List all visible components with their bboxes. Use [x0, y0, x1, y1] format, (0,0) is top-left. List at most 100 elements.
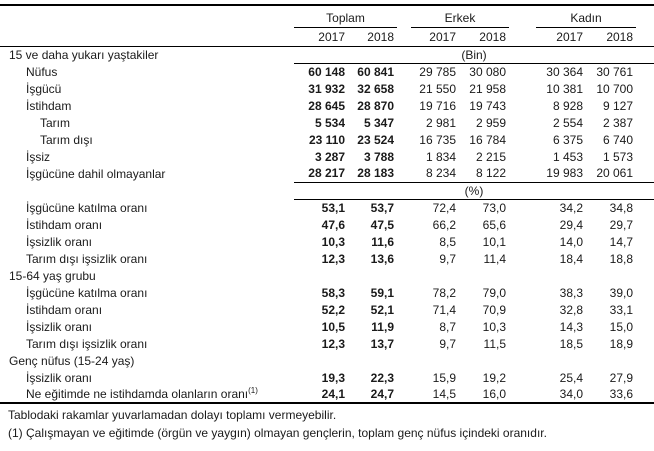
value-cell: 32,8 — [559, 302, 583, 317]
value-cell: 19,3 — [321, 370, 345, 385]
value-cell: 2 387 — [602, 115, 634, 130]
value-cell: 8,5 — [439, 234, 456, 249]
spacer-cell — [397, 386, 411, 403]
value-cell: 21 550 — [419, 81, 456, 96]
row-label: Tarım dışı — [40, 132, 93, 147]
value-cell: 78,2 — [432, 285, 456, 300]
row-label: İşgücüne dahil olmayanlar — [26, 166, 166, 181]
row-label: İşsizlik oranı — [26, 234, 93, 249]
spacer-cell — [509, 80, 536, 97]
empty-cell — [294, 267, 654, 284]
value-cell: 12,3 — [321, 251, 345, 266]
spacer-cell — [397, 284, 411, 301]
row-label: İşsiz — [26, 149, 50, 164]
value-cell: 22,3 — [370, 370, 394, 385]
table-row: İşgücüne katılma oranı 58,3 59,1 78,2 79,0 38… — [0, 284, 654, 301]
value-cell: 10,5 — [321, 319, 345, 334]
value-cell: 5 534 — [314, 115, 345, 130]
spacer-cell — [397, 369, 411, 386]
year-header-erkek-2018: 2018 — [459, 27, 509, 47]
value-cell: 31 932 — [308, 81, 345, 96]
value-cell: 52,1 — [370, 302, 394, 317]
spacer-cell — [636, 284, 654, 301]
value-cell: 30 364 — [546, 64, 583, 79]
spacer-cell — [509, 250, 536, 267]
table-row: Tarım dışı işsizlik oranı 12,3 13,7 9,7 11,5… — [0, 335, 654, 352]
value-cell: 14,0 — [559, 234, 583, 249]
value-cell: 30 761 — [596, 64, 634, 79]
row-label: İşgücüne katılma oranı — [26, 285, 148, 300]
table-row: İşgücü 31 932 32 658 21 550 21 958 10 381 10 7… — [0, 80, 654, 97]
table-row: Nüfus 60 148 60 841 29 785 30 080 30 364 30 76… — [0, 63, 654, 80]
value-cell: 14,7 — [609, 234, 634, 249]
section-row: 15 ve daha yukarı yaştakiler (Bin) — [0, 46, 654, 64]
value-cell: 52,2 — [321, 302, 345, 317]
value-cell: 15,9 — [432, 370, 456, 385]
value-cell: 14,3 — [559, 319, 583, 334]
value-cell: 29,4 — [559, 217, 583, 232]
value-cell: 28 870 — [357, 98, 394, 113]
value-cell: 29,7 — [609, 217, 634, 232]
empty-cell — [294, 352, 654, 369]
labor-force-statistics-table: Toplam Erkek Kadın 2017 2018 2017 2018 2… — [0, 4, 654, 404]
value-cell: 19,2 — [482, 370, 506, 385]
value-cell: 28 217 — [308, 166, 345, 181]
unit-header: (Bin) — [294, 46, 654, 64]
value-cell: 9,7 — [439, 336, 456, 351]
column-group-toplam: Toplam — [294, 5, 397, 28]
spacer-cell — [636, 165, 654, 182]
value-cell: 8,7 — [439, 319, 456, 334]
spacer-cell — [636, 97, 654, 114]
value-cell: 29 785 — [419, 64, 456, 79]
value-cell: 70,9 — [482, 302, 506, 317]
value-cell: 16 784 — [469, 132, 506, 147]
value-cell: 34,8 — [609, 200, 634, 215]
value-cell: 11,9 — [371, 319, 394, 334]
row-label: İstihdam oranı — [26, 302, 103, 317]
value-cell: 10 700 — [596, 81, 634, 96]
value-cell: 19 983 — [546, 166, 583, 181]
spacer-cell — [397, 216, 411, 233]
value-cell: 1 453 — [552, 149, 583, 164]
value-cell: 33,1 — [609, 302, 634, 317]
value-cell: 30 080 — [469, 64, 506, 79]
spacer-cell — [509, 284, 536, 301]
row-label: İşsizlik oranı — [26, 319, 93, 334]
spacer-cell — [509, 199, 536, 216]
value-cell: 18,4 — [559, 251, 583, 266]
value-cell: 38,3 — [559, 285, 583, 300]
spacer-cell — [636, 114, 654, 131]
value-cell: 15,0 — [609, 319, 634, 334]
table-row: Ne eğitimde ne istihdamda olanların oran… — [0, 386, 654, 403]
spacer-cell — [636, 131, 654, 148]
table-body: 15 ve daha yukarı yaştakiler (Bin) Nüfus 60… — [0, 46, 654, 403]
spacer-cell — [397, 5, 411, 27]
spacer-cell — [397, 131, 411, 148]
value-cell: 79,0 — [482, 285, 506, 300]
row-label: İşgücüne katılma oranı — [26, 200, 148, 215]
value-cell: 39,0 — [609, 285, 634, 300]
row-label: 15-64 yaş grubu — [9, 268, 96, 283]
row-label: İstihdam — [26, 98, 72, 113]
value-cell: 34,0 — [559, 387, 583, 401]
table-row: İşsiz 3 287 3 788 1 834 2 215 1 453 1 573 — [0, 148, 654, 165]
spacer-cell — [397, 199, 411, 216]
spacer-cell — [509, 27, 536, 47]
value-cell: 20 061 — [596, 166, 634, 181]
value-cell: 5 347 — [363, 115, 394, 130]
spacer-cell — [397, 148, 411, 165]
value-cell: 72,4 — [432, 200, 456, 215]
value-cell: 13,7 — [370, 336, 394, 351]
value-cell: 11,5 — [483, 336, 506, 351]
table-row: İşgücüne dahil olmayanlar 28 217 28 183 8 2… — [0, 165, 654, 182]
footnote-neet-definition: (1) Çalışmayan ve eğitimde (örgün ve yay… — [8, 426, 547, 440]
value-cell: 6 740 — [602, 132, 634, 147]
value-cell: 1 834 — [425, 149, 456, 164]
spacer-cell — [397, 97, 411, 114]
spacer-cell — [636, 27, 654, 47]
spacer-cell — [397, 27, 411, 47]
spacer-cell — [509, 233, 536, 250]
value-cell: 27,9 — [609, 370, 634, 385]
row-label: 15 ve daha yukarı yaştakiler — [9, 47, 159, 62]
spacer-cell — [397, 318, 411, 335]
